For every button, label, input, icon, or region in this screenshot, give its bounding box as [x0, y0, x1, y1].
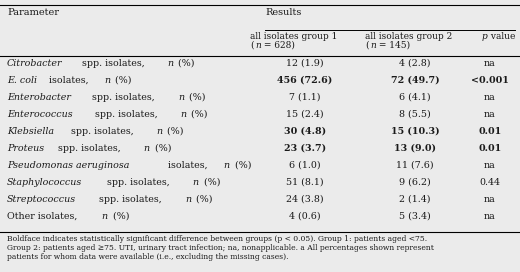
Text: n: n — [178, 93, 184, 102]
Text: n: n — [180, 110, 187, 119]
Text: Klebsiella: Klebsiella — [7, 127, 54, 136]
Text: spp. isolates,: spp. isolates, — [104, 178, 173, 187]
Text: (%): (%) — [188, 110, 208, 119]
Text: 0.01: 0.01 — [478, 144, 502, 153]
Text: na: na — [484, 110, 496, 119]
Text: Enterobacter: Enterobacter — [7, 93, 71, 102]
Text: (%): (%) — [201, 178, 220, 187]
Text: n: n — [105, 76, 111, 85]
Text: all isolates group 2: all isolates group 2 — [365, 32, 452, 41]
Text: 15 (10.3): 15 (10.3) — [391, 127, 439, 136]
Text: 4 (0.6): 4 (0.6) — [289, 212, 321, 221]
Text: 2 (1.4): 2 (1.4) — [399, 195, 431, 204]
Text: Pseudomonas aeruginosa: Pseudomonas aeruginosa — [7, 161, 129, 170]
Text: 0.44: 0.44 — [479, 178, 500, 187]
Text: (%): (%) — [175, 59, 194, 68]
Text: 12 (1.9): 12 (1.9) — [286, 59, 324, 68]
Text: isolates,: isolates, — [46, 76, 92, 85]
Text: 5 (3.4): 5 (3.4) — [399, 212, 431, 221]
Text: p: p — [482, 32, 488, 41]
Text: n: n — [224, 161, 230, 170]
Text: na: na — [484, 195, 496, 204]
Text: 15 (2.4): 15 (2.4) — [286, 110, 324, 119]
Text: Other isolates,: Other isolates, — [7, 212, 81, 221]
Text: 13 (9.0): 13 (9.0) — [394, 144, 436, 153]
Text: na: na — [484, 93, 496, 102]
Text: spp. isolates,: spp. isolates, — [68, 127, 136, 136]
Text: na: na — [484, 59, 496, 68]
Text: n: n — [185, 195, 191, 204]
Text: n: n — [193, 178, 199, 187]
Text: = 628): = 628) — [261, 41, 295, 50]
Text: all isolates group 1: all isolates group 1 — [250, 32, 337, 41]
Text: Group 2: patients aged ≥75. UTI, urinary tract infection; na, nonapplicable. a A: Group 2: patients aged ≥75. UTI, urinary… — [7, 244, 434, 252]
Text: 30 (4.8): 30 (4.8) — [284, 127, 326, 136]
Text: 6 (4.1): 6 (4.1) — [399, 93, 431, 102]
Text: (: ( — [250, 41, 254, 50]
Text: patients for whom data were available (i.e., excluding the missing cases).: patients for whom data were available (i… — [7, 253, 289, 261]
Text: isolates,: isolates, — [165, 161, 211, 170]
Text: Staphylococcus: Staphylococcus — [7, 178, 82, 187]
Text: (%): (%) — [193, 195, 212, 204]
Text: spp. isolates,: spp. isolates, — [55, 144, 124, 153]
Text: Citrobacter: Citrobacter — [7, 59, 62, 68]
Text: Enterococcus: Enterococcus — [7, 110, 73, 119]
Text: (: ( — [365, 41, 369, 50]
Text: 9 (6.2): 9 (6.2) — [399, 178, 431, 187]
Text: Boldface indicates statistically significant difference between groups (p < 0.05: Boldface indicates statistically signifi… — [7, 235, 427, 243]
Text: spp. isolates,: spp. isolates, — [79, 59, 147, 68]
Text: n: n — [167, 59, 174, 68]
Text: (%): (%) — [112, 76, 132, 85]
Text: value: value — [488, 32, 515, 41]
Text: spp. isolates,: spp. isolates, — [92, 110, 161, 119]
Text: 6 (1.0): 6 (1.0) — [289, 161, 321, 170]
Text: 0.01: 0.01 — [478, 127, 502, 136]
Text: Proteus: Proteus — [7, 144, 44, 153]
Text: n: n — [157, 127, 162, 136]
Text: Results: Results — [265, 8, 302, 17]
Text: n: n — [255, 41, 261, 50]
Text: Streptococcus: Streptococcus — [7, 195, 76, 204]
Text: n: n — [370, 41, 376, 50]
Text: spp. isolates,: spp. isolates, — [96, 195, 165, 204]
Text: (%): (%) — [151, 144, 171, 153]
Text: 51 (8.1): 51 (8.1) — [286, 178, 324, 187]
Text: 72 (49.7): 72 (49.7) — [391, 76, 439, 85]
Text: (%): (%) — [232, 161, 251, 170]
Text: 24 (3.8): 24 (3.8) — [286, 195, 324, 204]
Text: 456 (72.6): 456 (72.6) — [277, 76, 333, 85]
Text: 7 (1.1): 7 (1.1) — [289, 93, 321, 102]
Text: 11 (7.6): 11 (7.6) — [396, 161, 434, 170]
Text: Parameter: Parameter — [7, 8, 59, 17]
Text: 23 (3.7): 23 (3.7) — [284, 144, 326, 153]
Text: na: na — [484, 212, 496, 221]
Text: na: na — [484, 161, 496, 170]
Text: 4 (2.8): 4 (2.8) — [399, 59, 431, 68]
Text: <0.001: <0.001 — [471, 76, 509, 85]
Text: (%): (%) — [186, 93, 205, 102]
Text: n: n — [144, 144, 150, 153]
Text: spp. isolates,: spp. isolates, — [89, 93, 158, 102]
Text: E. coli: E. coli — [7, 76, 37, 85]
Text: 8 (5.5): 8 (5.5) — [399, 110, 431, 119]
Text: = 145): = 145) — [376, 41, 410, 50]
Text: (%): (%) — [110, 212, 129, 221]
Text: (%): (%) — [164, 127, 184, 136]
Text: n: n — [102, 212, 108, 221]
